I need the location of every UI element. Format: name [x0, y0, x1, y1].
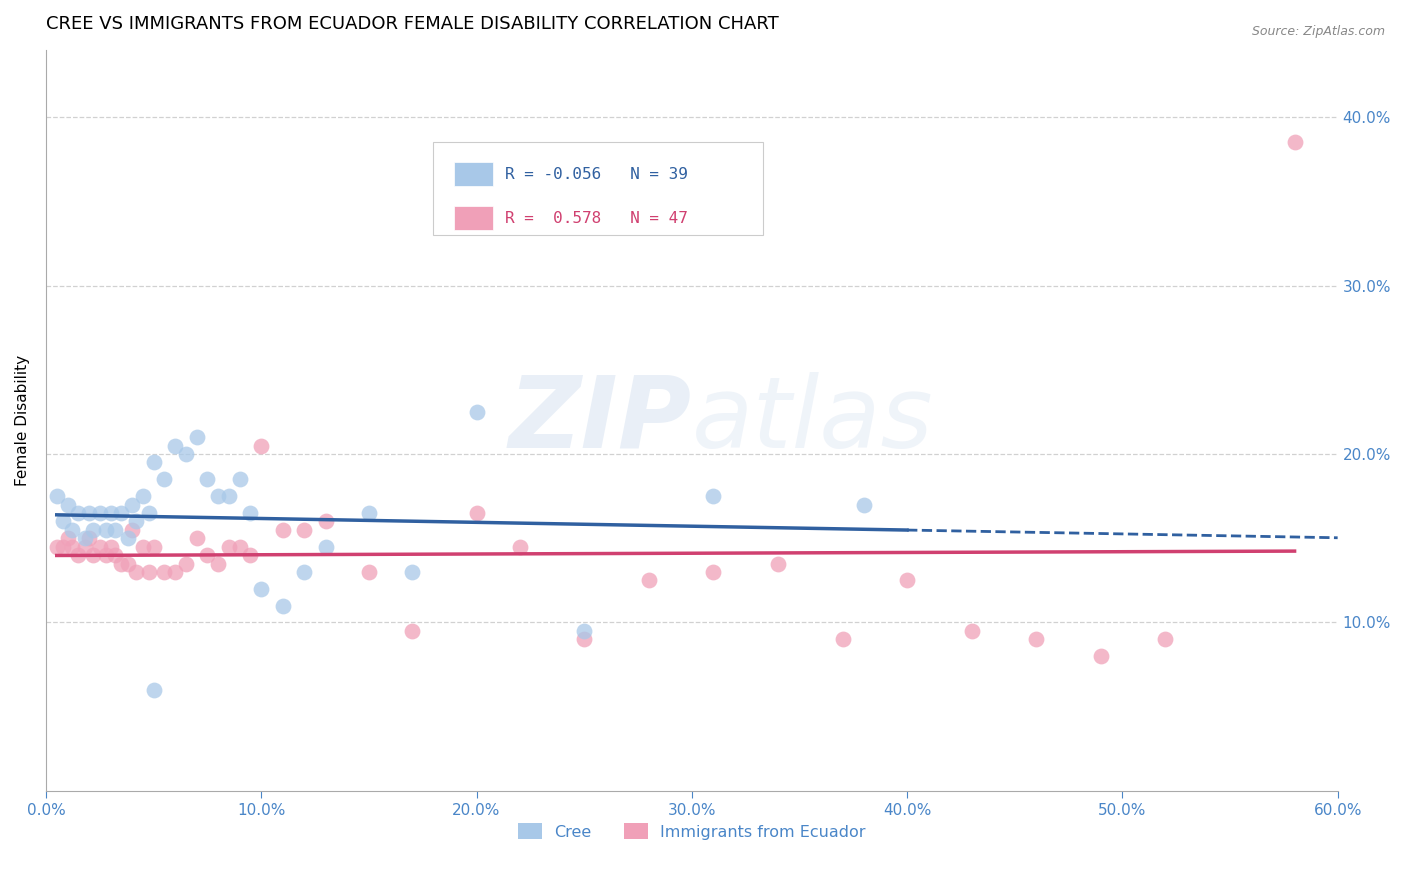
Point — [207, 557, 229, 571]
Point — [271, 599, 294, 613]
Point — [239, 506, 262, 520]
Point — [153, 565, 176, 579]
Point — [702, 489, 724, 503]
Point — [67, 506, 90, 520]
Point — [60, 540, 83, 554]
Point — [401, 565, 423, 579]
Point — [82, 523, 104, 537]
Point — [153, 472, 176, 486]
FancyBboxPatch shape — [454, 206, 494, 230]
Point — [465, 405, 488, 419]
Point — [292, 523, 315, 537]
Point — [121, 523, 143, 537]
Point — [357, 506, 380, 520]
Point — [509, 540, 531, 554]
Text: atlas: atlas — [692, 372, 934, 469]
Point — [117, 557, 139, 571]
Text: R =  0.578   N = 47: R = 0.578 N = 47 — [505, 211, 688, 226]
Point — [100, 540, 122, 554]
Point — [77, 531, 100, 545]
Point — [52, 540, 75, 554]
Point — [142, 540, 165, 554]
Point — [110, 557, 132, 571]
Point — [138, 565, 160, 579]
Point — [104, 523, 127, 537]
Point — [100, 506, 122, 520]
FancyBboxPatch shape — [433, 143, 763, 235]
Point — [56, 498, 79, 512]
Point — [315, 540, 337, 554]
Point — [67, 548, 90, 562]
Point — [110, 506, 132, 520]
Point — [125, 515, 148, 529]
Point — [250, 439, 273, 453]
Point — [228, 540, 250, 554]
Point — [766, 557, 789, 571]
Point — [572, 632, 595, 647]
Point — [1090, 649, 1112, 664]
Point — [960, 624, 983, 638]
Point — [174, 557, 197, 571]
Point — [121, 498, 143, 512]
Point — [52, 515, 75, 529]
Point — [89, 540, 111, 554]
Point — [142, 682, 165, 697]
Point — [174, 447, 197, 461]
Point — [96, 523, 118, 537]
Point — [271, 523, 294, 537]
Point — [77, 506, 100, 520]
Point — [218, 489, 240, 503]
Point — [132, 540, 155, 554]
Point — [89, 506, 111, 520]
Point — [239, 548, 262, 562]
Point — [1025, 632, 1047, 647]
Point — [45, 540, 67, 554]
Point — [60, 523, 83, 537]
Point — [465, 506, 488, 520]
Point — [357, 565, 380, 579]
Point — [228, 472, 250, 486]
Point — [197, 548, 219, 562]
Text: ZIP: ZIP — [509, 372, 692, 469]
Point — [250, 582, 273, 596]
Point — [637, 574, 659, 588]
Point — [186, 430, 208, 444]
Y-axis label: Female Disability: Female Disability — [15, 355, 30, 486]
Point — [165, 565, 187, 579]
Point — [572, 624, 595, 638]
Point — [82, 548, 104, 562]
Point — [1154, 632, 1177, 647]
Point — [197, 472, 219, 486]
Point — [186, 531, 208, 545]
Point — [218, 540, 240, 554]
Point — [1284, 136, 1306, 150]
Point — [56, 531, 79, 545]
Point — [45, 489, 67, 503]
Text: Source: ZipAtlas.com: Source: ZipAtlas.com — [1251, 25, 1385, 38]
Point — [96, 548, 118, 562]
Point — [315, 515, 337, 529]
Legend: Cree, Immigrants from Ecuador: Cree, Immigrants from Ecuador — [512, 816, 872, 846]
Point — [401, 624, 423, 638]
Text: R = -0.056   N = 39: R = -0.056 N = 39 — [505, 167, 688, 182]
Point — [125, 565, 148, 579]
FancyBboxPatch shape — [454, 162, 494, 186]
Point — [142, 455, 165, 469]
Point — [853, 498, 876, 512]
Point — [132, 489, 155, 503]
Point — [896, 574, 918, 588]
Point — [831, 632, 853, 647]
Point — [73, 531, 96, 545]
Point — [702, 565, 724, 579]
Point — [165, 439, 187, 453]
Point — [104, 548, 127, 562]
Point — [207, 489, 229, 503]
Text: CREE VS IMMIGRANTS FROM ECUADOR FEMALE DISABILITY CORRELATION CHART: CREE VS IMMIGRANTS FROM ECUADOR FEMALE D… — [46, 15, 779, 33]
Point — [117, 531, 139, 545]
Point — [138, 506, 160, 520]
Point — [73, 540, 96, 554]
Point — [292, 565, 315, 579]
